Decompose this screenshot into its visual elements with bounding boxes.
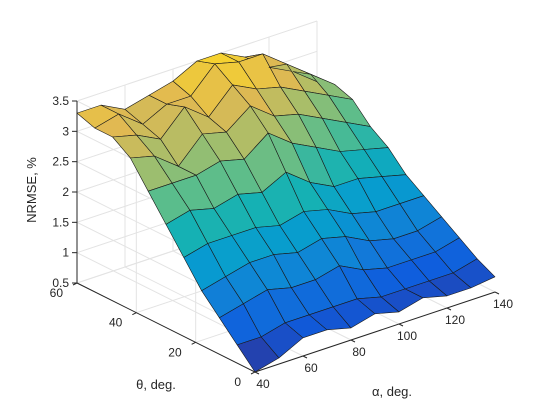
z-tick-label: 0.5 <box>52 276 69 290</box>
x-tick-label: 80 <box>352 345 366 359</box>
surface-layer <box>76 52 496 373</box>
z-tick-label: 2.5 <box>52 155 69 169</box>
x-tick-mark <box>254 371 260 375</box>
x-tick-label: 40 <box>256 377 270 391</box>
x-axis-label: α, deg. <box>372 384 412 399</box>
x-axis-line <box>254 291 496 373</box>
y-tick-mark <box>191 341 196 345</box>
x-tick-mark <box>446 307 452 311</box>
x-tick-mark <box>494 291 500 295</box>
x-tick-label: 120 <box>445 313 465 327</box>
z-axis-label: NRMSE, % <box>24 157 39 223</box>
z-tick-label: 1.5 <box>52 215 69 229</box>
y-axis-line <box>76 282 256 373</box>
x-tick-label: 60 <box>304 361 318 375</box>
surface-patch <box>452 258 496 289</box>
y-tick-mark <box>132 312 137 316</box>
y-axis-label: θ, deg. <box>136 377 176 392</box>
y-tick-label: 0 <box>234 375 241 389</box>
y-tick-mark <box>250 371 256 375</box>
x-tick-label: 140 <box>493 297 513 311</box>
x-tick-mark <box>350 339 356 343</box>
x-tick-label: 100 <box>397 329 417 343</box>
z-tick-label: 3 <box>62 124 69 138</box>
z-tick-label: 3.5 <box>52 94 69 108</box>
z-tick-label: 1 <box>62 246 69 260</box>
y-tick-label: 60 <box>50 286 64 300</box>
x-tick-mark <box>302 355 308 359</box>
x-tick-mark <box>398 323 404 327</box>
y-tick-label: 40 <box>109 316 123 330</box>
y-tick-label: 20 <box>168 345 182 359</box>
z-tick-label: 2 <box>62 185 69 199</box>
